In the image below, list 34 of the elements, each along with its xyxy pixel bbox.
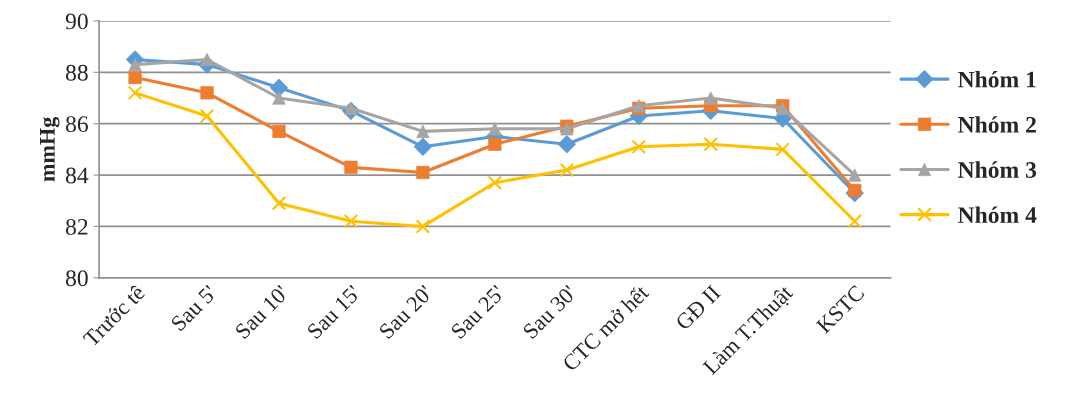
legend-label: Nhóm 1 <box>958 70 1036 88</box>
y-tick-label: 88 <box>65 64 88 81</box>
y-tick-label: 86 <box>65 116 88 133</box>
point <box>272 124 286 138</box>
y-tick-label: 82 <box>65 218 88 235</box>
point <box>415 219 431 234</box>
legend-label: Nhóm 2 <box>958 116 1036 133</box>
y-tick-label: 84 <box>65 167 89 184</box>
point <box>128 58 142 72</box>
x-tick-label: Sau 25' <box>450 284 506 340</box>
point <box>775 142 791 157</box>
y-axis-title: mmHg <box>40 116 60 182</box>
point <box>128 70 142 85</box>
x-tick-label: Sau 15' <box>306 284 362 340</box>
point <box>631 139 647 155</box>
point <box>848 183 862 198</box>
x-tick-label: Sau 20' <box>378 284 434 340</box>
point <box>343 214 359 229</box>
point <box>271 196 287 211</box>
legend-label: Nhóm 4 <box>958 206 1037 224</box>
x-tick-label: Sau 30' <box>522 284 578 340</box>
x-tick-label: Sau 10' <box>234 284 290 340</box>
point <box>199 108 215 124</box>
x-tick-label: Sau 5' <box>170 284 218 332</box>
point <box>847 214 862 229</box>
y-tick-label: 80 <box>65 270 88 287</box>
point <box>127 85 143 101</box>
point <box>703 136 719 152</box>
legend-label: Nhóm 3 <box>958 161 1037 178</box>
point <box>344 160 358 174</box>
point <box>559 162 575 178</box>
point <box>487 175 503 191</box>
y-tick-label: 90 <box>65 13 88 30</box>
x-tick-label: GĐ II <box>674 284 722 331</box>
